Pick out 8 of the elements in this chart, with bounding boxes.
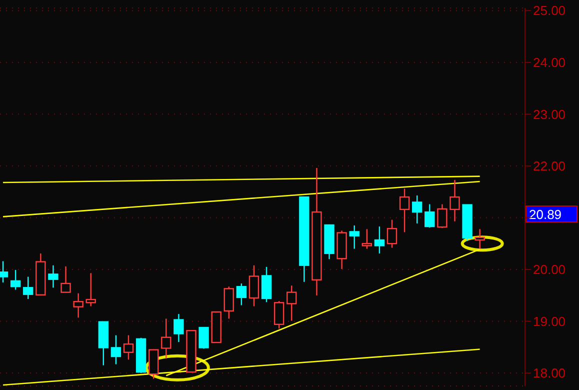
text: 20.89 xyxy=(529,207,562,222)
y-tick-label: 22.00 xyxy=(533,158,566,174)
y-tick-label: 24.00 xyxy=(533,54,566,70)
y-tick-label: 25.00 xyxy=(533,3,566,18)
y-tick-label: 19.00 xyxy=(533,314,566,329)
y-tick-label: 20.00 xyxy=(533,262,566,278)
y-tick-label: 23.00 xyxy=(533,106,566,122)
y-tick-label: 18.00 xyxy=(533,366,566,381)
